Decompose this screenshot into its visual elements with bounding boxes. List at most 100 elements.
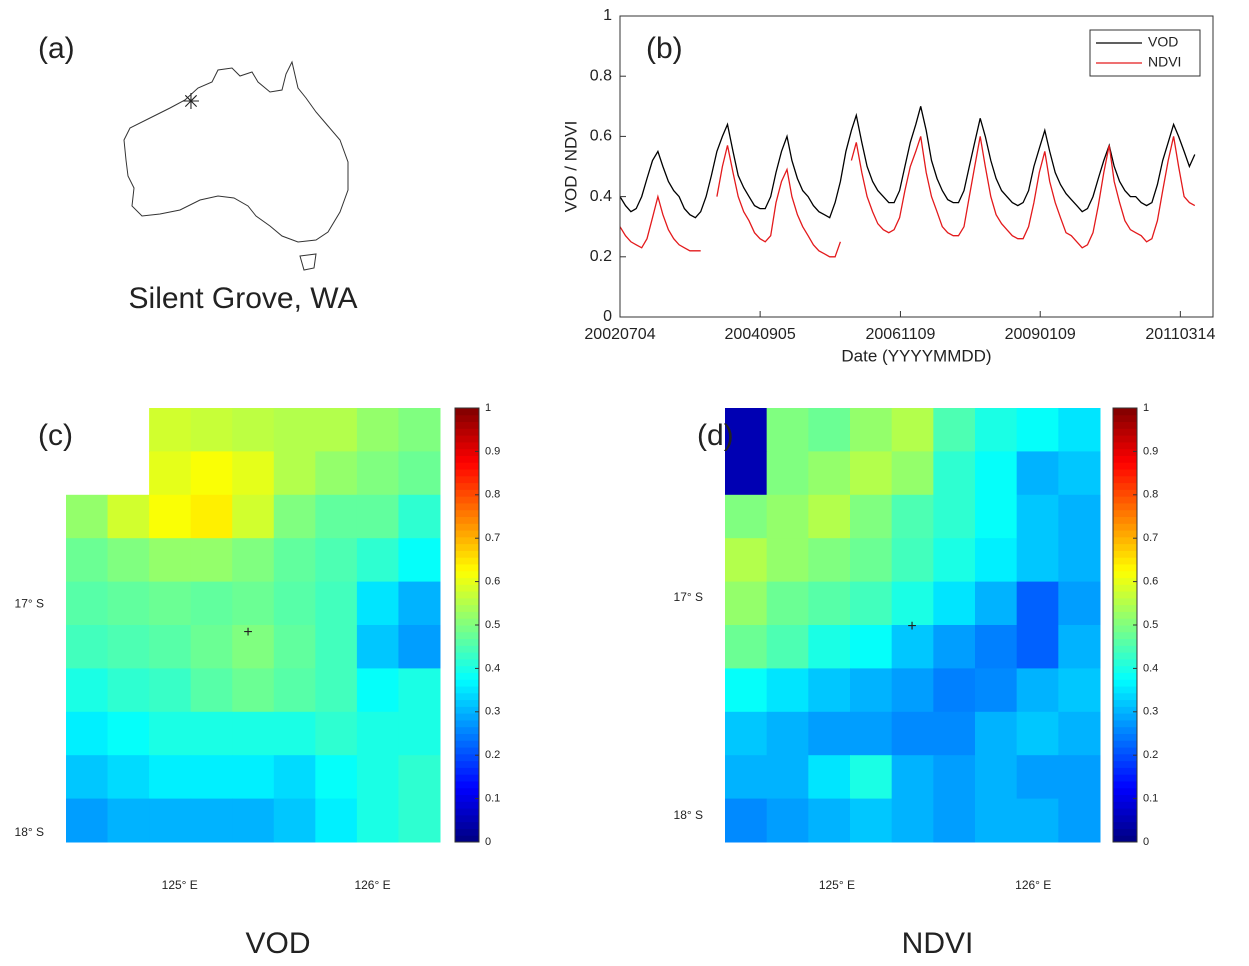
- colorbar-step: [455, 489, 479, 497]
- map-cell: [315, 581, 358, 626]
- map-cell: [850, 798, 893, 843]
- panel-label: (d): [697, 419, 734, 452]
- colorbar-step: [1113, 679, 1137, 687]
- colorbar-step: [1113, 509, 1137, 517]
- map-cell: [1058, 625, 1101, 669]
- colorbar-step: [1113, 435, 1137, 443]
- map-cell: [1016, 798, 1059, 843]
- map-cell: [315, 798, 358, 843]
- colorbar-step: [455, 828, 479, 836]
- colorbar-step: [1113, 448, 1137, 456]
- map-cell: [107, 538, 150, 583]
- map-cell: [725, 711, 768, 756]
- colorbar-step: [1113, 631, 1137, 640]
- colorbar-step: [1113, 713, 1137, 721]
- map-cell: [398, 494, 441, 539]
- map-cell: [356, 538, 399, 583]
- map-cell: [398, 451, 441, 496]
- colorbar-step: [455, 618, 479, 626]
- colorbar-step: [1113, 591, 1137, 599]
- map-cell: [933, 798, 976, 843]
- map-cell: [725, 625, 768, 669]
- colorbar-step: [1113, 706, 1137, 714]
- colorbar-step: [455, 469, 479, 477]
- colorbar-step: [1113, 665, 1137, 673]
- colorbar-step: [1113, 584, 1137, 592]
- map-cell: [1016, 494, 1059, 539]
- colorbar-step: [455, 787, 479, 796]
- map-cell: [766, 625, 809, 669]
- colorbar-step: [1113, 760, 1137, 768]
- map-cell: [1016, 711, 1059, 756]
- map-cell: [975, 408, 1018, 452]
- colorbar-step: [1113, 563, 1137, 572]
- colorbar-step: [455, 753, 479, 762]
- colorbar-step: [1113, 753, 1137, 762]
- colorbar-step: [455, 808, 479, 816]
- colorbar-step: [1113, 408, 1137, 416]
- colorbar-step: [1113, 719, 1137, 728]
- map-cell: [1016, 451, 1059, 496]
- map-cell: [273, 538, 316, 583]
- colorbar-step: [455, 699, 479, 707]
- legend-box: [1089, 29, 1201, 77]
- map-cell: [975, 581, 1018, 626]
- colorbar-step: [455, 794, 479, 802]
- map-cell: [356, 494, 399, 539]
- lat-tick-label: 18° S: [674, 808, 703, 822]
- colorbar-step: [455, 821, 479, 829]
- map-cell: [933, 581, 976, 626]
- colorbar-tick-label: 0.7: [1143, 532, 1158, 544]
- map-cell: [273, 755, 316, 800]
- x-tick-label: 20040905: [725, 326, 796, 343]
- map-cell: [149, 798, 192, 843]
- colorbar-step: [455, 726, 479, 734]
- map-cell: [356, 798, 399, 843]
- colorbar-tick-label: 0.8: [1143, 489, 1158, 501]
- map-cell: [1058, 668, 1101, 713]
- colorbar-step: [455, 557, 479, 565]
- map-cell: [725, 798, 768, 843]
- map-cell: [190, 755, 233, 800]
- colorbar-step: [1113, 794, 1137, 802]
- colorbar-tick-label: 0.5: [1143, 619, 1158, 631]
- map-cell: [190, 451, 233, 496]
- map-cell: [975, 755, 1018, 800]
- colorbar-step: [455, 597, 479, 606]
- map-cell: [356, 408, 399, 452]
- map-cell: [356, 581, 399, 626]
- colorbar-step: [1113, 692, 1137, 701]
- colorbar-step: [1113, 611, 1137, 619]
- colorbar-step: [455, 421, 479, 429]
- map-cell: [66, 798, 109, 843]
- colorbar-step: [1113, 801, 1137, 809]
- colorbar-step: [455, 584, 479, 592]
- colorbar-step: [1113, 475, 1137, 484]
- colorbar-step: [1113, 672, 1137, 680]
- map-cell: [149, 755, 192, 800]
- map-cell: [190, 494, 233, 539]
- x-tick-label: 20020704: [584, 326, 655, 343]
- map-cell: [1016, 668, 1059, 713]
- map-cell: [975, 451, 1018, 496]
- map-cell: [315, 755, 358, 800]
- colorbar-step: [1113, 747, 1137, 755]
- colorbar-step: [455, 509, 479, 517]
- colorbar-step: [455, 543, 479, 551]
- series-line: [619, 136, 1196, 258]
- map-cell: [891, 538, 934, 583]
- map-cell: [850, 538, 893, 583]
- map-cell: [232, 494, 275, 539]
- map-cell: [190, 625, 233, 669]
- colorbar-step: [1113, 835, 1137, 843]
- map-cell: [398, 538, 441, 583]
- map-cell: [315, 494, 358, 539]
- colorbar-tick-label: 0.3: [1143, 706, 1158, 718]
- series-line: [619, 106, 1196, 219]
- map-cell: [891, 451, 934, 496]
- colorbar-step: [455, 814, 479, 823]
- map-cell: [891, 755, 934, 800]
- colorbar-step: [1113, 699, 1137, 707]
- map-cell: [850, 408, 893, 452]
